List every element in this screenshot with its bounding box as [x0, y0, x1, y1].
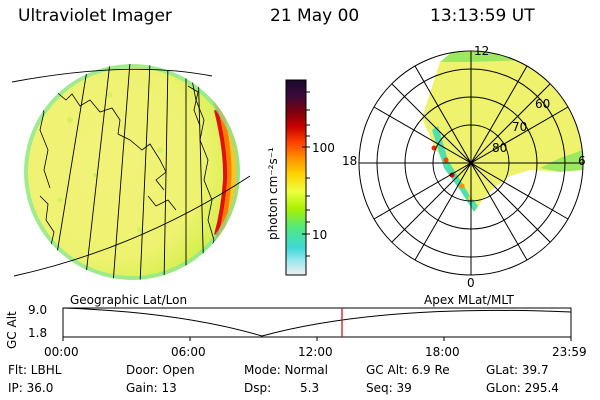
speckle	[137, 227, 143, 233]
colorbar-scale	[285, 79, 307, 276]
instrument-title: Ultraviolet Imager	[18, 6, 172, 26]
polar-label-lat70: 70	[512, 120, 528, 134]
info-seq: Seq: 39	[366, 381, 412, 395]
polar-label-lat80: 80	[492, 141, 508, 155]
polar-label-12: 12	[474, 44, 490, 58]
longitude-line	[139, 64, 151, 280]
time-label: 13:13:59 UT	[430, 6, 535, 26]
polar-label-6: 6	[578, 154, 586, 168]
info-dsp-label: Dsp:	[244, 381, 272, 395]
timeline-left-title: Geographic Lat/Lon	[70, 293, 188, 307]
speckle	[157, 147, 163, 153]
timeline-plot	[62, 307, 572, 341]
date-label: 21 May 00	[270, 6, 360, 26]
colorbar-unit-label: photon cm⁻²s⁻¹	[266, 147, 280, 240]
longitude-line	[197, 64, 205, 280]
colorbar	[285, 79, 310, 276]
limb-glow	[24, 64, 240, 280]
polar-plot	[358, 50, 584, 276]
coastlines	[35, 64, 215, 263]
longitude-lines	[51, 64, 205, 280]
info-ip: IP: 36.0	[8, 381, 54, 395]
longitude-line	[84, 64, 111, 280]
timeline-x-tick-label: 23:59	[552, 345, 587, 359]
aurora-hotspot	[443, 157, 449, 163]
timeline-ticks	[62, 337, 572, 341]
timeline-right-title: Apex MLat/MLT	[424, 293, 514, 307]
longitude-line	[51, 64, 89, 280]
coastline	[181, 67, 215, 263]
latitude-arc-lower	[13, 175, 251, 277]
timeline-y-top: 9.0	[28, 303, 48, 317]
polar-label-18: 18	[342, 154, 358, 168]
timeline-x-tick-label: 00:00	[44, 345, 79, 359]
longitude-line	[163, 64, 169, 280]
colorbar-label-10: 10	[312, 228, 328, 242]
longitude-line	[112, 64, 131, 280]
coastline	[53, 89, 121, 135]
coastline	[117, 133, 167, 191]
info-dsp-value: 5.3	[300, 381, 320, 395]
speckle	[67, 117, 73, 123]
timeline-y-axis-label: GC Alt	[5, 311, 19, 349]
colorbar-ticks	[302, 91, 310, 257]
timeline-x-tick-label: 06:00	[171, 345, 206, 359]
coastline	[147, 195, 177, 211]
aurora-hotspot	[459, 183, 465, 189]
coastline	[187, 85, 201, 127]
info-mode: Mode: Normal	[244, 363, 328, 377]
colorbar-label-100: 100	[312, 141, 335, 155]
polar-spoke	[373, 106, 569, 220]
latitude-arc-upper	[11, 68, 213, 83]
aurora-band-core	[214, 109, 228, 236]
speckle	[57, 197, 63, 203]
speckle	[93, 173, 97, 177]
timeline-frame	[62, 307, 572, 338]
polar-grid	[358, 50, 584, 276]
info-door: Door: Open	[126, 363, 195, 377]
polar-label-0: 0	[467, 276, 475, 290]
earth-disc	[11, 64, 251, 280]
timeline-y-bottom: 1.8	[28, 326, 48, 340]
info-gc-alt: GC Alt: 6.9 Re	[366, 363, 450, 377]
timeline-x-tick-label: 18:00	[425, 345, 460, 359]
info-gain: Gain: 13	[126, 381, 177, 395]
speckle	[107, 92, 113, 98]
info-glat: GLat: 39.7	[486, 363, 549, 377]
altitude-curve	[62, 307, 572, 337]
timeline-x-tick-label: 12:00	[298, 345, 333, 359]
info-glon: GLon: 295.4	[486, 381, 559, 395]
polar-label-lat60: 60	[535, 97, 551, 111]
coastline	[39, 195, 55, 251]
aurora-dawn-edge	[540, 150, 583, 172]
info-filter: Flt: LBHL	[8, 363, 62, 377]
